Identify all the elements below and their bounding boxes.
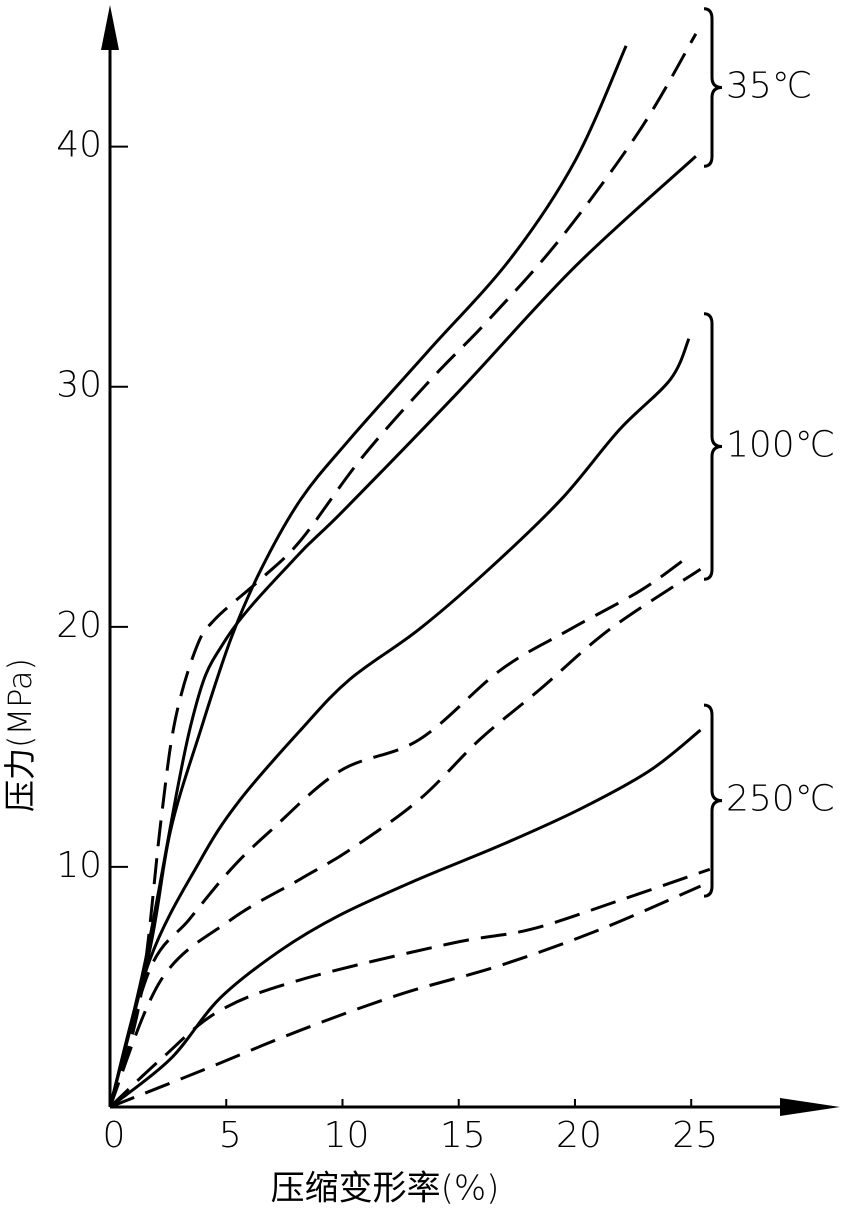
y-tick-label: 10 bbox=[56, 845, 102, 886]
y-tick-label: 30 bbox=[56, 365, 102, 406]
x-tick-label: 15 bbox=[440, 1115, 486, 1156]
x-tick-label: 25 bbox=[672, 1115, 718, 1156]
curve bbox=[108, 338, 691, 1108]
y-tick-label: 40 bbox=[56, 125, 102, 166]
curve bbox=[108, 867, 711, 1109]
x-tick-label: 20 bbox=[556, 1115, 602, 1156]
x-tick-label: 0 bbox=[103, 1115, 126, 1156]
x-tick-label: 5 bbox=[219, 1115, 242, 1156]
group-label: 100℃ bbox=[726, 424, 835, 465]
group-brace bbox=[703, 703, 723, 898]
group-label: 250℃ bbox=[726, 779, 835, 820]
y-axis-arrow bbox=[101, 5, 119, 50]
curve bbox=[109, 728, 702, 1109]
curve bbox=[108, 155, 697, 1108]
curve bbox=[109, 884, 702, 1109]
curve bbox=[108, 567, 702, 1108]
curve bbox=[108, 33, 698, 1108]
group-label: 35℃ bbox=[726, 66, 812, 107]
x-axis-arrow bbox=[780, 1098, 840, 1116]
x-axis-label: 压缩变形率(%) bbox=[271, 1169, 500, 1209]
y-tick-label: 20 bbox=[56, 605, 102, 646]
group-brace bbox=[703, 312, 723, 581]
curve bbox=[108, 558, 686, 1108]
y-axis-label: 压力(MPa) bbox=[1, 658, 39, 812]
x-tick-label: 10 bbox=[324, 1115, 370, 1156]
group-brace bbox=[703, 7, 723, 168]
